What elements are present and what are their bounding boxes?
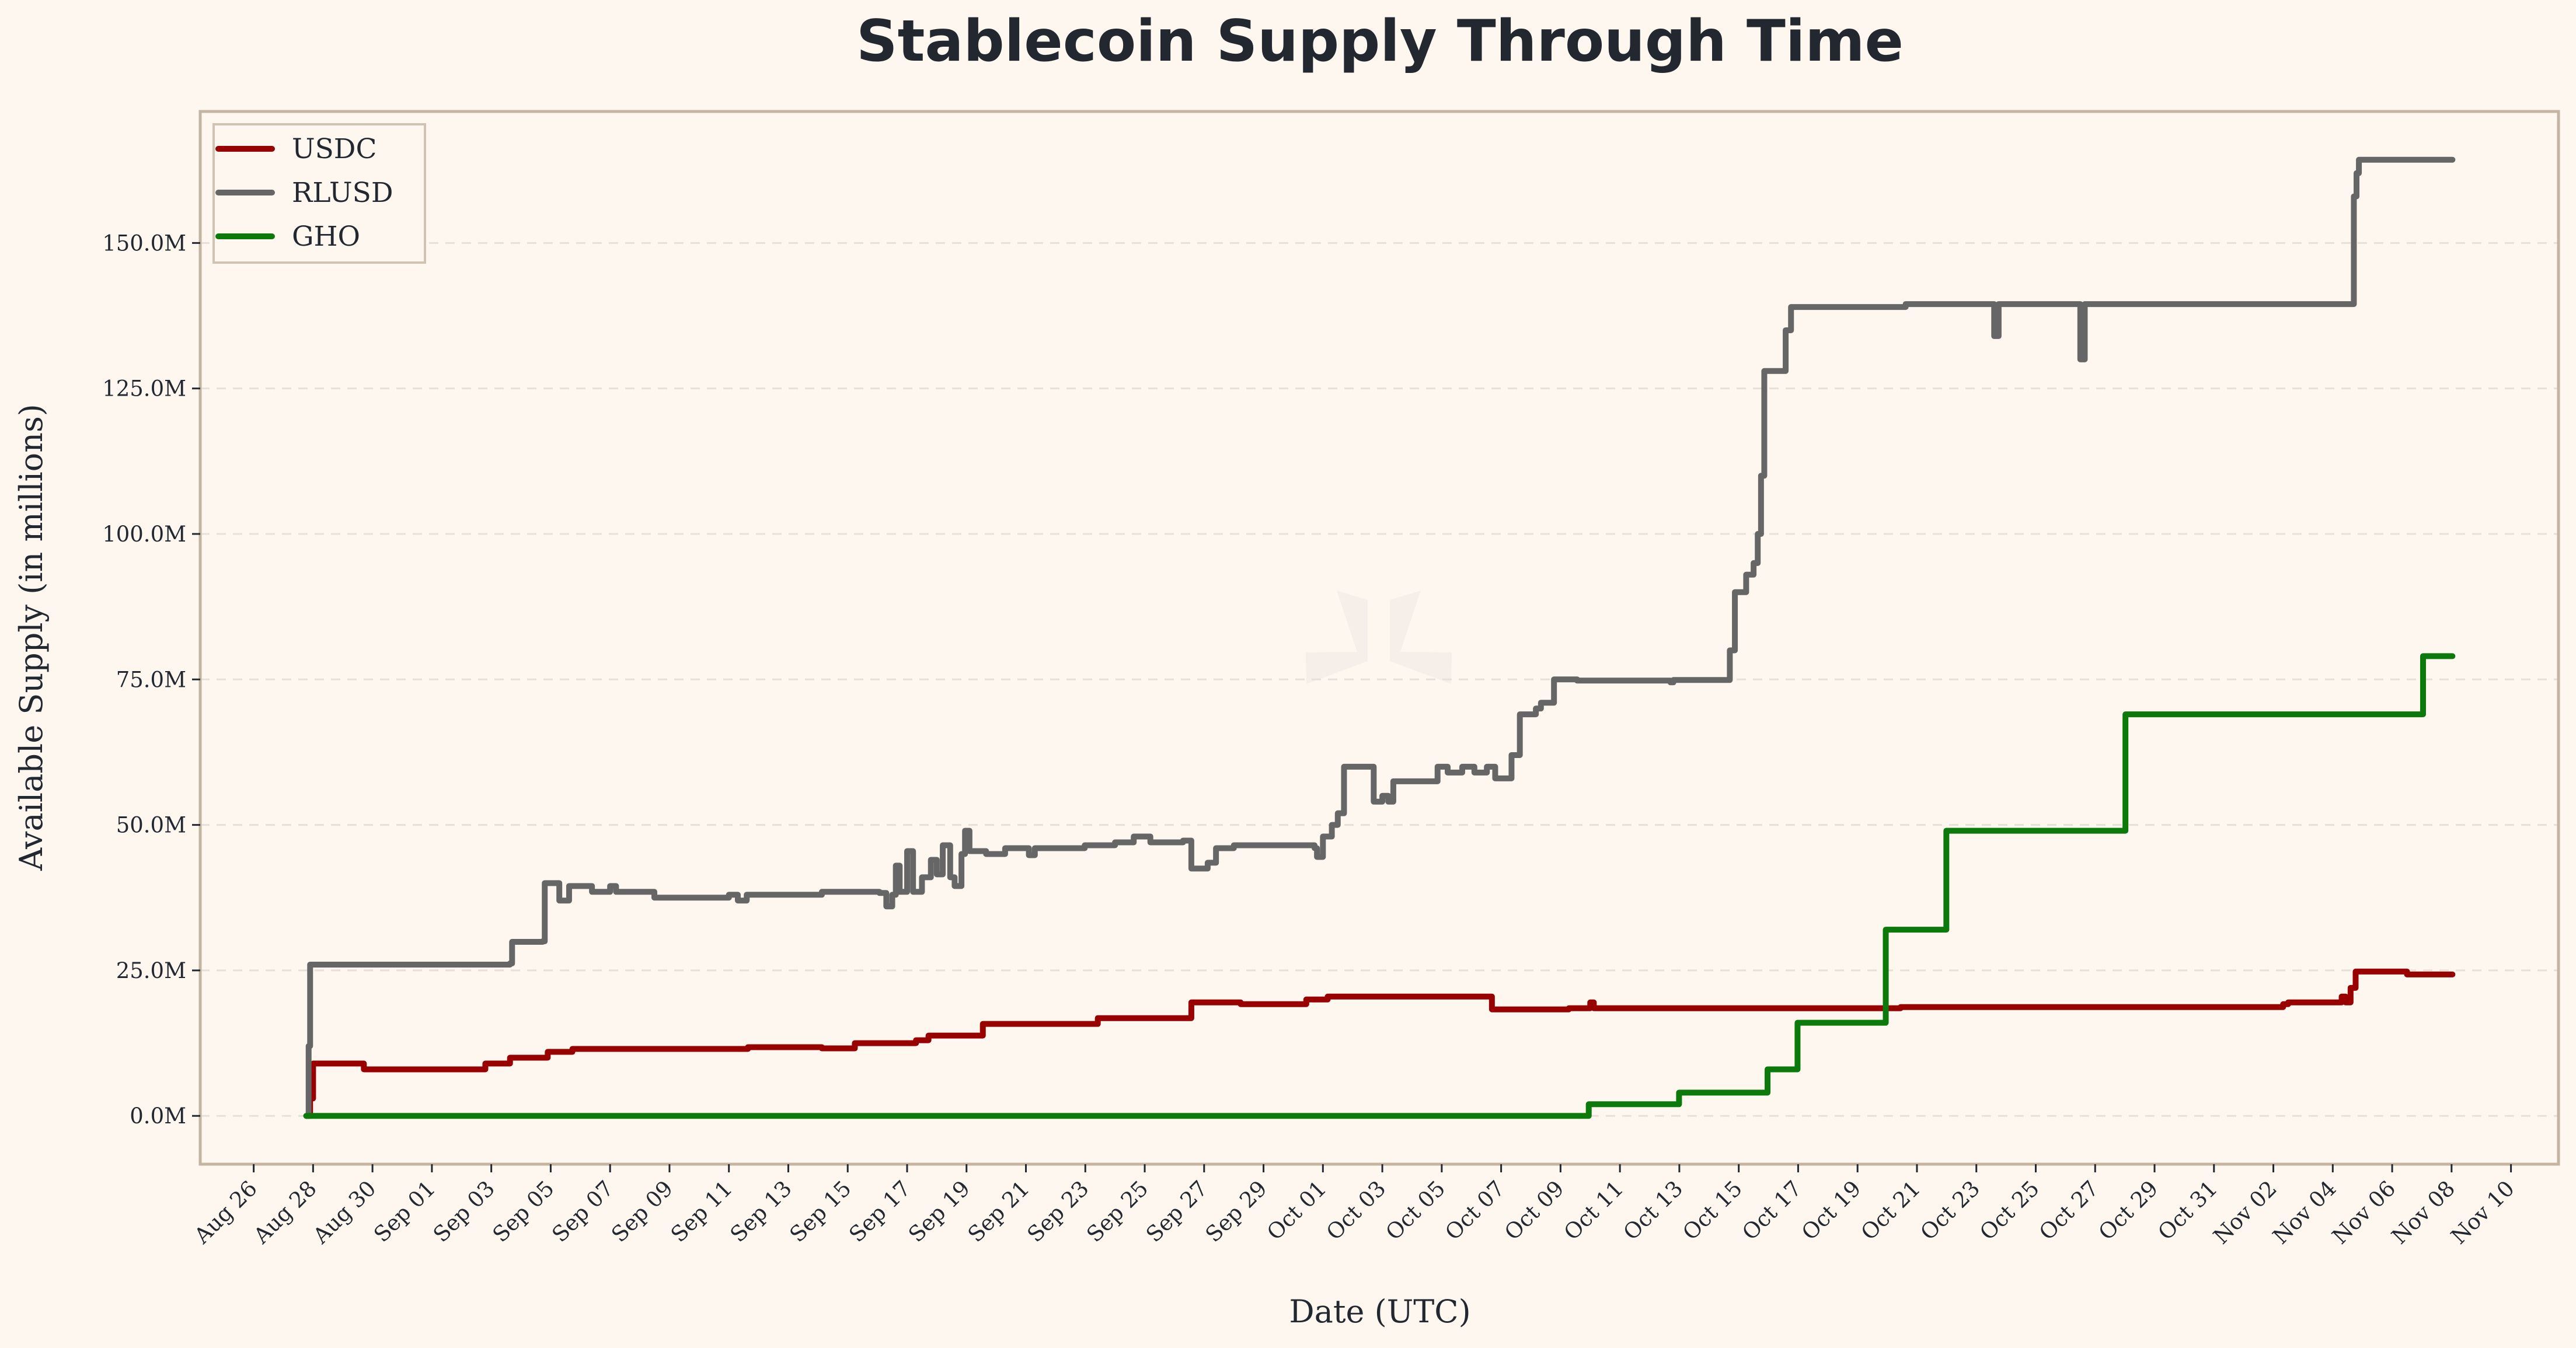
series-line-rlusd: [303, 156, 2456, 1119]
x-axis-label: Date (UTC): [1289, 1293, 1470, 1330]
y-axis: 0.0M 25.0M 50.0M 75.0M 100.0M 125.0M 150.0M: [102, 231, 200, 1129]
chart-title: Stablecoin Supply Through Time: [856, 8, 1904, 75]
y-tick-label: 150.0M: [102, 231, 186, 256]
legend-label-gho: GHO: [292, 221, 360, 253]
y-tick-label: 100.0M: [102, 522, 186, 547]
y-tick-label: 0.0M: [130, 1103, 186, 1129]
y-tick-label: 125.0M: [102, 376, 186, 401]
y-tick-label: 75.0M: [116, 667, 186, 692]
watermark-logo: [1306, 591, 1452, 684]
y-axis-label: Available Supply (in millions): [13, 404, 50, 871]
legend: USDC RLUSD GHO: [212, 123, 426, 264]
y-tick-label: 25.0M: [116, 958, 186, 983]
legend-label-usdc: USDC: [292, 133, 377, 165]
series-line-usdc: [303, 968, 2456, 1119]
plot-frame: [198, 110, 2560, 1166]
legend-label-rlusd: RLUSD: [292, 177, 393, 209]
series-lines: [303, 156, 2456, 1119]
plot-area: [200, 111, 2558, 1164]
series-line-gho: [303, 653, 2456, 1119]
y-tick-label: 50.0M: [116, 813, 186, 838]
